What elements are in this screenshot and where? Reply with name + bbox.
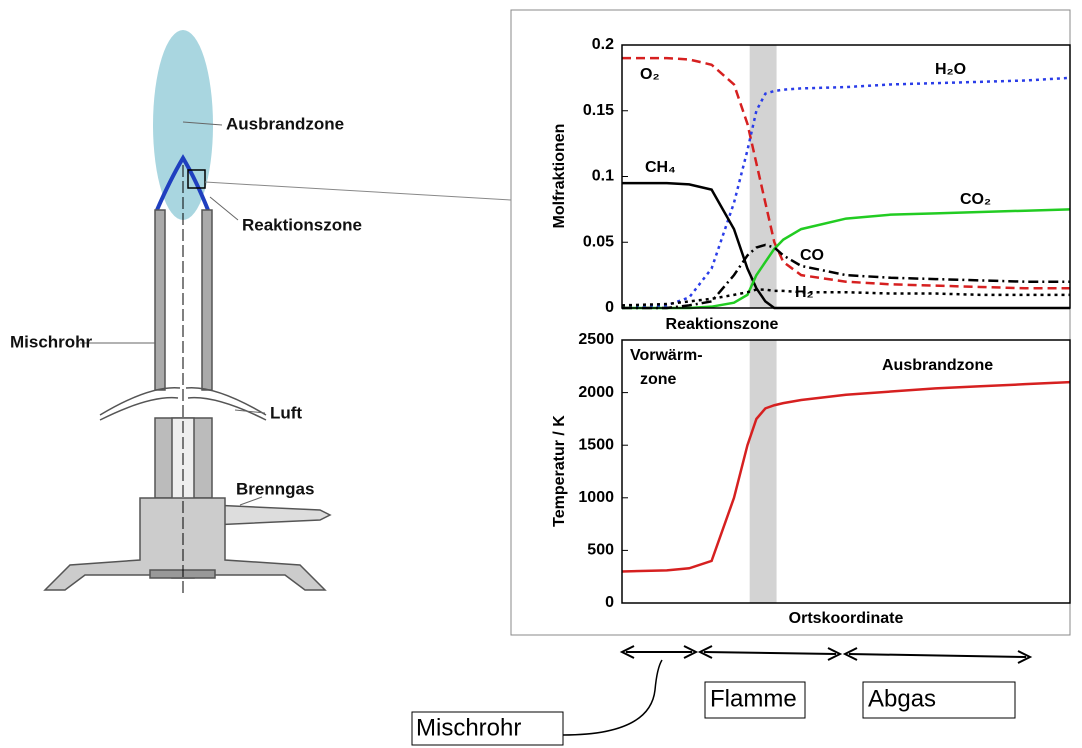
x-axis-label: Ortskoordinate — [789, 610, 904, 627]
phase-box — [862, 681, 1016, 719]
series-label: H₂O — [935, 61, 966, 78]
x-axis-label: Reaktionszone — [666, 316, 779, 333]
plot-frame — [621, 44, 1071, 309]
y-axis-label: Temperatur / K — [551, 415, 568, 527]
series-line — [621, 288, 1070, 307]
y-tick-label: 0.2 — [592, 36, 614, 53]
gas-pipe — [211, 504, 332, 526]
y-tick-label: 0.05 — [583, 233, 614, 250]
y-tick-label: 0.15 — [583, 102, 614, 119]
tube-wall — [201, 209, 213, 391]
phase-label: Mischrohr — [416, 714, 521, 741]
annotation: Vorwärm- — [630, 347, 703, 364]
label: Ausbrandzone — [226, 114, 344, 133]
phase-label: Abgas — [868, 685, 936, 712]
y-tick-label: 1000 — [578, 489, 614, 506]
series-line — [622, 243, 1070, 310]
base — [43, 497, 327, 591]
chart-frame — [510, 9, 1071, 636]
annotation: Ausbrandzone — [882, 357, 993, 374]
series-line — [622, 208, 1071, 310]
series-label: CO₂ — [960, 191, 991, 208]
phase-label: Flamme — [710, 685, 797, 712]
series-line — [621, 380, 1071, 573]
highlight-band — [749, 45, 777, 308]
air-inlet — [99, 386, 267, 421]
series-label: CH₄ — [645, 159, 676, 176]
y-tick-label: 2500 — [578, 331, 614, 348]
series-line — [622, 56, 1070, 290]
phase-box — [704, 681, 806, 719]
highlight-band — [749, 340, 777, 603]
y-tick-label: 0 — [605, 594, 614, 611]
label: Reaktionszone — [242, 215, 362, 234]
connector — [562, 659, 663, 736]
phase-box — [411, 711, 564, 746]
burner — [43, 30, 512, 595]
phase-arrows — [562, 645, 1033, 736]
y-tick-label: 1500 — [578, 436, 614, 453]
label: Brenngas — [236, 479, 314, 498]
flame — [153, 30, 213, 220]
series-line — [622, 181, 1070, 310]
arrow — [703, 651, 837, 655]
y-tick-label: 0.1 — [592, 168, 614, 185]
label: Luft — [270, 403, 302, 422]
flame-cone — [155, 154, 210, 211]
plot-frame — [621, 339, 1071, 604]
series-label: O₂ — [640, 66, 660, 83]
y-axis-label: Molfraktionen — [551, 124, 568, 229]
arrow — [848, 653, 1027, 658]
zoom-line — [204, 181, 512, 201]
y-tick-label: 0 — [605, 299, 614, 316]
y-tick-label: 2000 — [578, 384, 614, 401]
annotation: zone — [640, 371, 677, 388]
y-tick-label: 500 — [587, 542, 614, 559]
tube-wall — [154, 209, 166, 391]
label: Mischrohr — [10, 332, 93, 351]
callout — [80, 121, 266, 506]
arrow-head — [619, 645, 1033, 664]
zoom-box — [187, 169, 206, 189]
series-line — [621, 76, 1071, 310]
series-label: H₂ — [795, 284, 814, 301]
series-label: CO — [800, 247, 824, 264]
